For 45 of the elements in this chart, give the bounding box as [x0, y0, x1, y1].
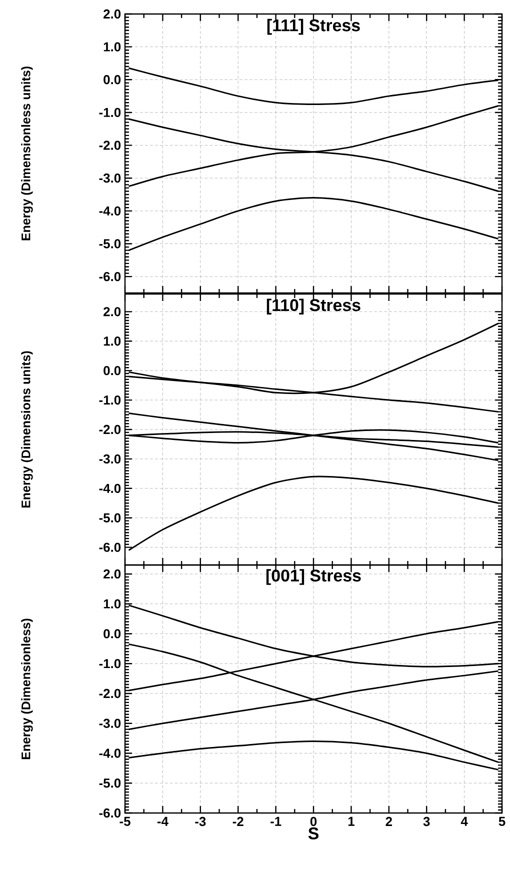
y-tick-label: 0.0 — [104, 629, 121, 638]
y-axis-title: Energy (Dimensions units) — [21, 351, 33, 508]
y-axis-title: Energy (Dimensionless units) — [21, 66, 33, 240]
y-tick-label: -5.0 — [99, 513, 121, 522]
y-tick-label: -2.0 — [99, 424, 121, 434]
x-axis-title: S — [308, 827, 318, 840]
y-tick-label: -4.0 — [99, 748, 121, 758]
y-tick-label: -3.0 — [99, 718, 121, 728]
y-tick-label: 2.0 — [104, 307, 121, 316]
y-tick-label: 0.0 — [104, 366, 121, 376]
x-tick-label: -4 — [157, 816, 168, 826]
y-tick-label: 1.0 — [104, 42, 121, 52]
y-tick-label: 2.0 — [104, 9, 121, 19]
y-tick-label: -2.0 — [99, 688, 121, 698]
y-tick-label: 2.0 — [104, 569, 121, 579]
chart-title: [111] Stress — [267, 18, 360, 35]
x-tick-label: 2 — [386, 816, 392, 826]
y-tick-label: 0.0 — [104, 75, 121, 84]
x-tick-label: 3 — [423, 816, 430, 826]
y-tick-label: 1.0 — [104, 599, 121, 608]
y-tick-label: -5.0 — [99, 239, 121, 248]
y-tick-label: -6.0 — [99, 808, 121, 818]
x-tick-label: 1 — [348, 816, 354, 826]
x-tick-label: 4 — [460, 816, 468, 826]
y-tick-label: -1.0 — [99, 108, 121, 118]
y-tick-label: 1.0 — [104, 336, 121, 346]
y-tick-label: -6.0 — [99, 542, 121, 552]
x-tick-label: -5 — [120, 816, 130, 826]
x-tick-label: -2 — [232, 816, 244, 826]
y-tick-label: -5.0 — [99, 778, 121, 788]
y-tick-label: -4.0 — [99, 206, 121, 216]
x-tick-label: 5 — [498, 816, 506, 826]
x-tick-label: -3 — [195, 816, 206, 826]
y-tick-label: -6.0 — [99, 272, 121, 282]
y-tick-label: -2.0 — [99, 140, 121, 150]
x-tick-label: -1 — [270, 816, 282, 826]
y-tick-label: -1.0 — [99, 395, 121, 405]
chart-title: [001] Stress — [266, 569, 361, 585]
chart-title: [110] Stress — [266, 298, 360, 314]
y-tick-label: -1.0 — [99, 659, 121, 668]
y-tick-label: -4.0 — [99, 484, 121, 493]
y-tick-label: -3.0 — [99, 174, 121, 183]
y-tick-label: -3.0 — [99, 454, 121, 464]
y-axis-title: Energy (Dimensionless) — [21, 618, 33, 760]
x-tick-label: 0 — [310, 816, 317, 826]
